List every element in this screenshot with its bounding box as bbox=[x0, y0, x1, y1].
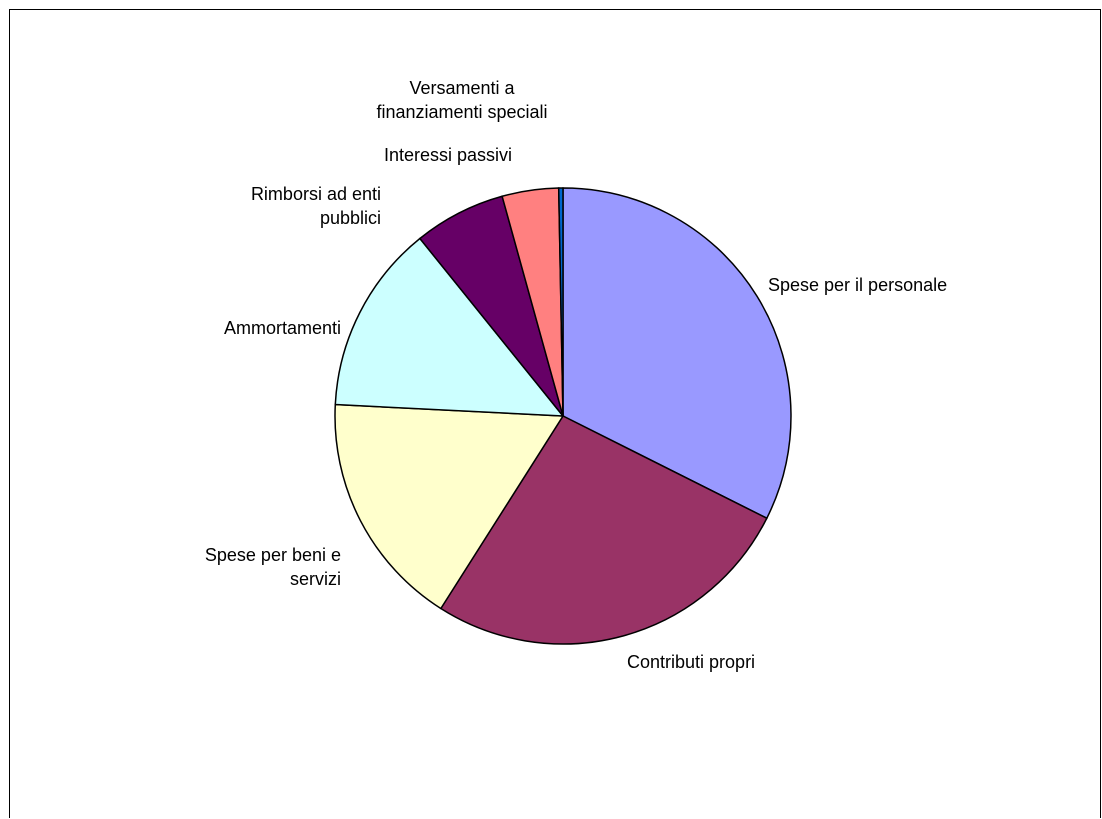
slice-label-rimborsi-ad-enti-pubblici: Rimborsi ad enti pubblici bbox=[251, 184, 381, 228]
pie-slice-spese-per-il-personale bbox=[562, 187, 792, 520]
chart-area: Spese per il personale Contributi propri S… bbox=[9, 9, 1101, 818]
pie-slice-ammortamenti bbox=[334, 237, 565, 417]
pie-slice-spese-per-beni-e-servizi bbox=[334, 403, 565, 610]
pie-slice-versamenti-a-finanziamenti-speciali bbox=[557, 187, 564, 417]
slice-label-contributi-propri: Contributi propri bbox=[627, 652, 755, 672]
slice-label-interessi-passivi: Interessi passivi bbox=[384, 145, 512, 165]
slice-label-spese-per-il-personale: Spese per il personale bbox=[768, 275, 947, 295]
slice-labels: Spese per il personale Contributi propri S… bbox=[205, 78, 947, 672]
pie-chart: Spese per il personale Contributi propri S… bbox=[205, 78, 947, 672]
pie-slice-contributi-propri bbox=[439, 415, 768, 645]
pie-slices bbox=[334, 187, 792, 645]
slice-label-versamenti-a-finanziamenti-speciali: Versamenti a finanziamenti speciali bbox=[376, 78, 547, 122]
slice-label-ammortamenti: Ammortamenti bbox=[224, 318, 341, 338]
slice-label-spese-per-beni-e-servizi: Spese per beni e servizi bbox=[205, 545, 341, 589]
